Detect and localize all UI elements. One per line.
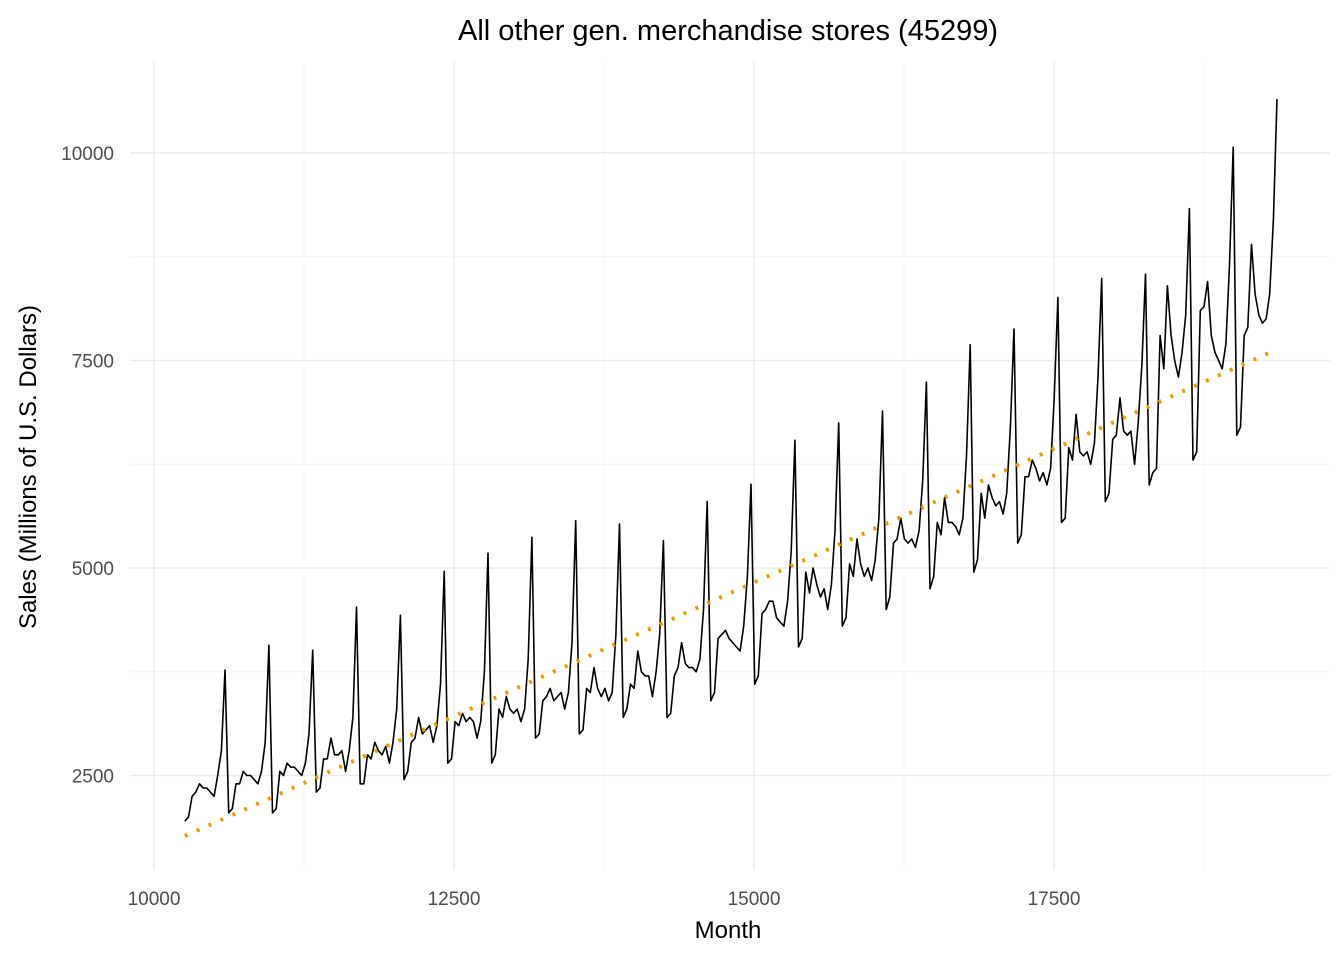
x-axis-title: Month	[695, 917, 762, 944]
x-tick-label: 10000	[128, 889, 181, 910]
y-tick-label: 10000	[61, 144, 114, 165]
y-tick-label: 7500	[72, 352, 114, 373]
x-tick-label: 15000	[728, 889, 781, 910]
y-tick-label: 2500	[72, 767, 114, 788]
x-axis-ticks: 10000 12500 15000 17500	[128, 889, 1081, 910]
y-axis-ticks: 2500 5000 7500 10000	[61, 144, 114, 788]
sales-line	[184, 98, 1278, 822]
x-tick-label: 12500	[428, 889, 481, 910]
trend-line	[184, 348, 1276, 838]
y-tick-label: 5000	[72, 559, 114, 580]
y-axis-title: Sales (Millions of U.S. Dollars)	[15, 305, 42, 629]
grid	[130, 62, 1330, 870]
chart-title: All other gen. merchandise stores (45299…	[458, 15, 998, 47]
series-layer	[184, 98, 1278, 838]
x-tick-label: 17500	[1028, 889, 1081, 910]
